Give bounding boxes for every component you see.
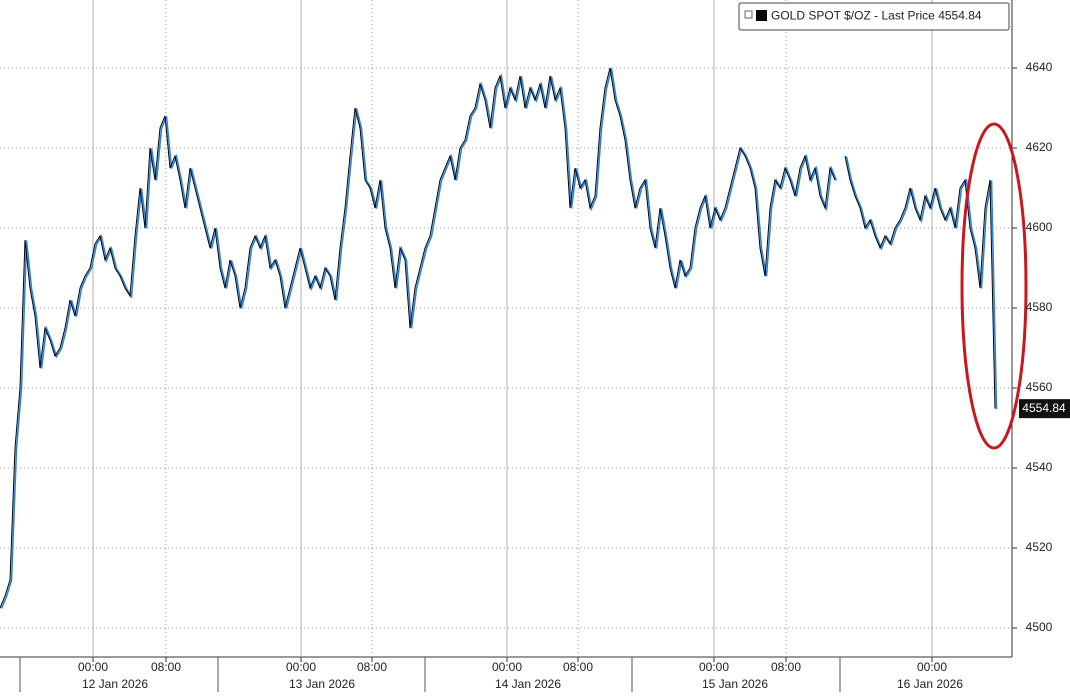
legend-swatch [756,10,767,21]
legend-box [738,2,1010,31]
legend-last-label: Last Price [881,9,935,23]
last-price-tag [1019,399,1070,419]
legend-toggle[interactable] [744,10,753,19]
y-tick-label: 4640 [1026,60,1053,74]
y-tick-label: 4560 [1026,380,1053,394]
x-tick-label: 08:00 [563,660,593,674]
y-tick-label: 4500 [1026,620,1053,634]
last-price-value: 4554.84 [1022,401,1066,415]
date-label: 13 Jan 2026 [289,677,355,691]
legend-label: GOLD SPOT $/OZ - Last Price 4554.84 [771,9,982,23]
grid [0,0,1012,657]
x-tick-label: 00:00 [286,660,316,674]
y-tick-label: 4540 [1026,460,1053,474]
x-tick-label: 00:00 [699,660,729,674]
highlight-ellipse [960,122,1028,450]
y-tick-label: 4620 [1026,140,1053,154]
day-separators [19,657,841,692]
date-label: 14 Jan 2026 [495,677,561,691]
date-label: 15 Jan 2026 [702,677,768,691]
legend-separator: - [871,9,882,23]
x-tick-label: 08:00 [771,660,801,674]
y-tick-label: 4600 [1026,220,1053,234]
y-tick-label: 4580 [1026,300,1053,314]
plot [0,67,998,609]
y-tick-label: 4520 [1026,540,1053,554]
x-tick-label: 00:00 [78,660,108,674]
date-label: 12 Jan 2026 [82,677,148,691]
date-label: 16 Jan 2026 [897,677,963,691]
x-tick-label: 08:00 [151,660,181,674]
series-line [0,67,996,609]
legend: GOLD SPOT $/OZ - Last Price 4554.84 [738,2,1010,31]
x-tick-label: 00:00 [492,660,522,674]
legend-series-name: GOLD SPOT $/OZ [771,9,871,23]
x-tick-label: 08:00 [357,660,387,674]
series-line-shadow [0,68,998,609]
x-tick-label: 00:00 [917,660,947,674]
legend-last-value: 4554.84 [938,9,982,23]
